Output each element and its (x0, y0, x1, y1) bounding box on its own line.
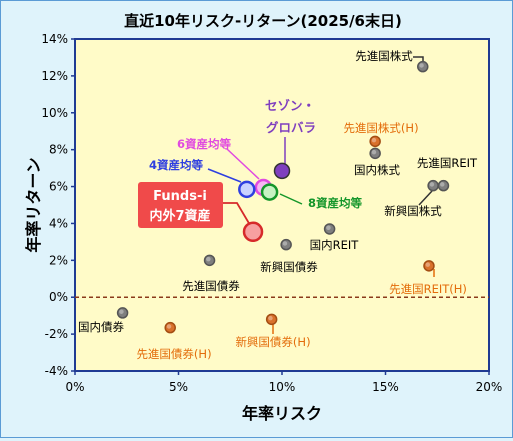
point-label: 先進国債券(H) (136, 347, 211, 361)
y-tick-label: -2% (45, 327, 68, 341)
data-point-marker (280, 238, 292, 251)
point-label: 国内REIT (310, 238, 360, 252)
x-tick-label: 10% (269, 380, 296, 394)
data-point-highlight (326, 225, 331, 231)
point-label: 新興国債券(H) (235, 335, 310, 349)
y-tick-label: 0% (49, 290, 68, 304)
y-tick-label: -4% (45, 364, 68, 378)
sezon-label-line1: セゾン・ (265, 98, 315, 113)
y-axis-label: 年率リターン (24, 157, 43, 252)
point-label: 6資産均等 (177, 137, 232, 151)
point-label: 先進国債券 (182, 279, 240, 293)
data-point-highlight (440, 182, 445, 187)
leader-lines (207, 56, 435, 334)
data-point-marker (203, 254, 216, 267)
x-tick-label: 0% (65, 380, 84, 394)
y-axis-ticks: -4% -2% 0% 2% 4% 6% 8% 10% 12% 14% (41, 32, 75, 378)
funds-label-box (138, 182, 223, 228)
leader-line (223, 202, 251, 226)
x-tick-label: 15% (372, 380, 399, 394)
leader-line (279, 193, 303, 205)
x-axis-label: 年率リスク (242, 404, 322, 423)
point-label: 先進国株式(H) (343, 121, 418, 135)
data-point-highlight (282, 241, 288, 246)
data-point-marker (238, 180, 256, 199)
x-tick-label: 20% (476, 380, 503, 394)
data-point-highlight (425, 262, 431, 267)
y-tick-label: 14% (41, 32, 68, 46)
x-axis-ticks: 0% 5% 10% 15% 20% (65, 371, 502, 394)
chart-title: 直近10年リスク-リターン(2025/6末日) (124, 12, 402, 30)
y-tick-label: 12% (41, 69, 68, 83)
point-label: 先進国REIT(H) (389, 282, 467, 296)
data-point-highlight (166, 324, 172, 329)
data-point-highlight (371, 137, 377, 143)
data-point-highlight (119, 309, 124, 314)
y-tick-label: 6% (49, 180, 68, 194)
data-point-marker (427, 179, 439, 192)
data-point-marker (116, 307, 129, 319)
data-point-marker (423, 260, 435, 272)
point-label: 新興国債券 (260, 260, 318, 274)
leader-line (418, 190, 433, 206)
leader-line (226, 148, 260, 180)
data-point-highlight (429, 182, 435, 187)
data-point-marker (260, 183, 279, 201)
funds-label-line2: 内外7資産 (149, 208, 210, 224)
point-label: 新興国株式 (384, 204, 442, 218)
data-point-marker (323, 223, 336, 235)
sezon-label-line2: グロバラ (266, 120, 316, 135)
point-label: 国内株式 (354, 163, 400, 177)
point-label: 8資産均等 (308, 196, 363, 210)
point-label: 先進国REIT (417, 156, 478, 170)
x-tick-label: 5% (169, 380, 188, 394)
data-point-highlight (419, 63, 424, 68)
data-point-marker (369, 135, 381, 148)
data-point-highlight (206, 256, 211, 262)
data-point-marker (273, 162, 291, 180)
point-label: 先進国株式 (355, 49, 413, 63)
data-point-marker (242, 221, 264, 242)
data-points (116, 60, 450, 334)
point-label: 4資産均等 (149, 158, 204, 172)
y-tick-label: 8% (49, 143, 68, 157)
data-point-marker (417, 60, 429, 73)
data-point-highlight (371, 149, 377, 155)
data-point-marker (369, 147, 381, 160)
leader-line (207, 168, 242, 183)
y-tick-label: 4% (49, 216, 68, 230)
data-point-highlight (268, 315, 273, 321)
y-tick-label: 2% (49, 253, 68, 267)
point-label: 国内債券 (78, 320, 124, 334)
funds-label-line1: Funds-i (153, 189, 207, 204)
data-point-marker (265, 313, 278, 326)
data-point-marker (164, 321, 176, 334)
y-tick-label: 10% (41, 106, 68, 120)
